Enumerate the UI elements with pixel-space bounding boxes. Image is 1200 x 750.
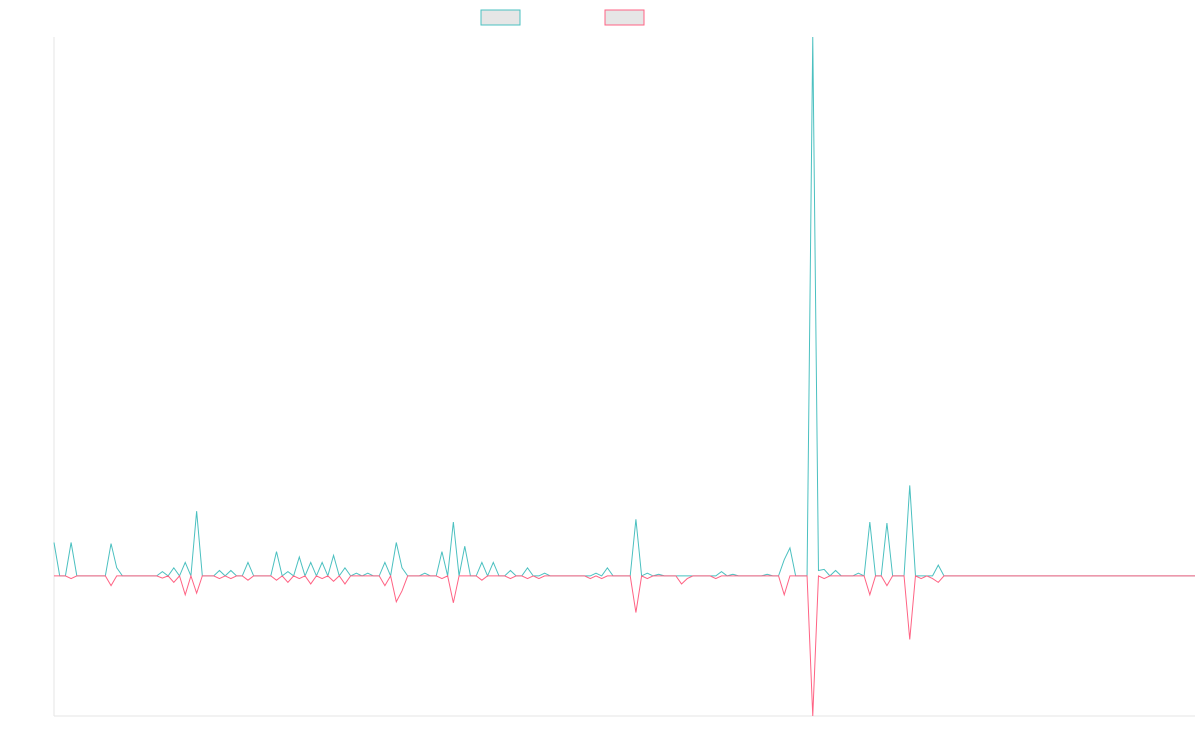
legend-swatch-2[interactable]	[604, 9, 645, 26]
chart-axes	[53, 37, 1195, 717]
series-layer	[53, 36, 1195, 717]
series-line-2	[54, 574, 1195, 717]
legend[interactable]	[480, 9, 645, 26]
legend-item-1[interactable]	[480, 9, 521, 26]
legend-item-2[interactable]	[604, 9, 645, 26]
legend-swatch-1[interactable]	[480, 9, 521, 26]
series-line-1	[53, 36, 1195, 578]
